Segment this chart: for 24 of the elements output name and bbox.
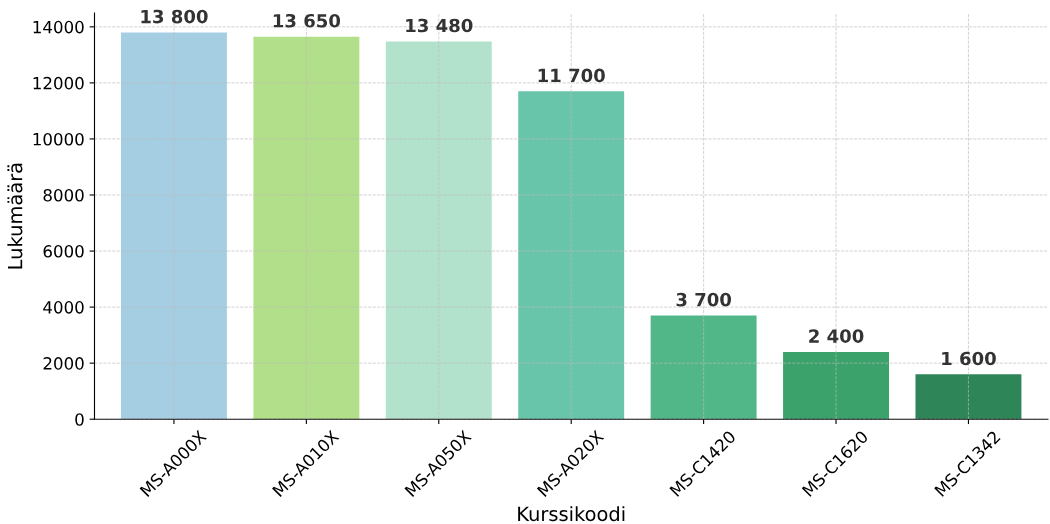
x-axis-title: Kurssikoodi — [518, 506, 625, 522]
bar — [915, 374, 1022, 420]
data-label: 11 700 — [538, 68, 605, 83]
y-tick-label: 12000 — [33, 76, 84, 90]
data-label: 13 480 — [406, 18, 473, 33]
y-tick-label: 4000 — [43, 301, 84, 314]
y-tick-label: 14000 — [33, 20, 84, 34]
y-tick-label: 6000 — [43, 245, 84, 258]
y-tick-label: 10000 — [33, 132, 84, 146]
bar — [518, 91, 625, 420]
bar — [385, 41, 492, 420]
bar — [650, 315, 757, 420]
bar — [253, 36, 360, 420]
y-tick-label: 8000 — [43, 188, 84, 202]
y-axis-title: Lukumäärä — [7, 163, 23, 269]
data-label: 13 800 — [141, 9, 208, 24]
bar — [120, 32, 227, 420]
data-label: 1 600 — [942, 351, 996, 366]
bar — [783, 351, 889, 420]
data-label: 13 650 — [273, 13, 341, 28]
data-label: 3 700 — [676, 292, 732, 307]
y-tick-label: 0 — [75, 413, 84, 426]
data-label: 2 400 — [809, 329, 864, 343]
y-tick-label: 2000 — [43, 357, 84, 370]
